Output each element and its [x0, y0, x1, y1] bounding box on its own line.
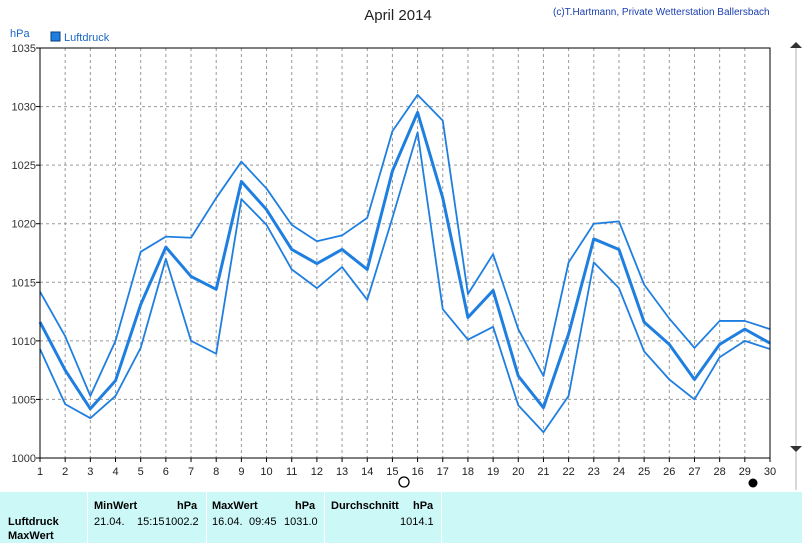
- x-tick-label: 9: [238, 466, 244, 478]
- x-tick-label: 12: [311, 466, 323, 478]
- x-tick-label: 30: [764, 466, 776, 478]
- legend-label: Luftdruck: [64, 32, 110, 44]
- x-tick-label: 22: [562, 466, 574, 478]
- x-tick-label: 26: [663, 466, 675, 478]
- y-axis-ticks: 1000 1005 1010 1015 1020 1025 1030 1035: [12, 43, 40, 465]
- x-tick-label: 13: [336, 466, 348, 478]
- stats-panel: Luftdruck MaxWert MinWert hPa 21.04. 15:…: [0, 492, 802, 543]
- y-tick-label: 1015: [12, 277, 36, 289]
- series-line-max: [39, 93, 771, 397]
- x-tick-label: 18: [462, 466, 474, 478]
- x-tick-label: 7: [188, 466, 194, 478]
- x-tick-label: 17: [437, 466, 449, 478]
- avg-value: 1014.1: [400, 516, 434, 528]
- x-tick-label: 6: [163, 466, 169, 478]
- y-tick-label: 1005: [12, 394, 36, 406]
- max-header: MaxWert: [212, 500, 258, 512]
- x-tick-label: 11: [286, 466, 297, 478]
- y-tick-label: 1030: [12, 102, 36, 114]
- max-value: 1031.0: [284, 516, 318, 528]
- x-tick-label: 15: [386, 466, 398, 478]
- credit-text: (c)T.Hartmann, Private Wetterstation Bal…: [553, 7, 770, 18]
- x-tick-label: 19: [487, 466, 499, 478]
- series-line-mean: [38, 110, 771, 411]
- avg-header: Durchschnitt: [331, 500, 399, 512]
- x-tick-label: 1: [37, 466, 43, 478]
- max-time: 09:45: [249, 516, 277, 528]
- scroll-up-arrow-icon[interactable]: [790, 42, 802, 48]
- x-tick-label: 16: [411, 466, 423, 478]
- y-tick-label: 1035: [12, 43, 36, 55]
- x-tick-label: 3: [87, 466, 93, 478]
- x-tick-label: 21: [537, 466, 549, 478]
- y-axis-unit: hPa: [10, 28, 30, 40]
- panel-separator: [441, 492, 442, 543]
- x-tick-label: 28: [714, 466, 726, 478]
- min-value: 1002.2: [165, 516, 199, 528]
- max-unit: hPa: [295, 500, 316, 512]
- plot-frame: [39, 47, 771, 459]
- avg-unit: hPa: [413, 500, 434, 512]
- row-label-maxwert: MaxWert: [8, 530, 54, 542]
- x-tick-label: 23: [588, 466, 600, 478]
- max-date: 16.04.: [212, 516, 243, 528]
- x-axis-ticks: 1 2 3 4 5 6 7 8 9 10 11 12 13 14 15 16 17 18 19 20 21 22 23 24 2…: [37, 458, 776, 478]
- y-tick-label: 1010: [12, 336, 36, 348]
- y-tick-label: 1025: [12, 160, 36, 172]
- x-tick-label: 8: [213, 466, 219, 478]
- panel-separator: [87, 492, 88, 543]
- chart: April 2014 (c)T.Hartmann, Private Wetter…: [10, 7, 802, 490]
- panel-separator: [206, 492, 207, 543]
- new-moon-icon: [748, 478, 758, 488]
- x-tick-label: 4: [112, 466, 118, 478]
- min-unit: hPa: [177, 500, 198, 512]
- row-label-luftdruck: Luftdruck: [8, 516, 59, 528]
- x-tick-label: 24: [613, 466, 625, 478]
- grid: [40, 48, 770, 458]
- x-tick-label: 14: [361, 466, 373, 478]
- x-tick-label: 2: [62, 466, 68, 478]
- y-tick-label: 1000: [12, 453, 36, 465]
- x-tick-label: 29: [739, 466, 751, 478]
- x-tick-label: 25: [638, 466, 650, 478]
- min-header: MinWert: [94, 500, 138, 512]
- full-moon-icon: [398, 476, 410, 488]
- panel-separator: [324, 492, 325, 543]
- x-tick-label: 27: [688, 466, 700, 478]
- min-date: 21.04.: [94, 516, 125, 528]
- x-tick-label: 5: [138, 466, 144, 478]
- y-tick-label: 1020: [12, 219, 36, 231]
- x-tick-label: 20: [512, 466, 524, 478]
- series-line-min: [39, 131, 771, 434]
- legend-swatch: [50, 31, 61, 42]
- series-lines: [38, 93, 771, 434]
- scroll-down-arrow-icon[interactable]: [790, 446, 802, 452]
- x-tick-label: 10: [260, 466, 272, 478]
- min-time: 15:15: [137, 516, 165, 528]
- chart-title: April 2014: [364, 7, 432, 24]
